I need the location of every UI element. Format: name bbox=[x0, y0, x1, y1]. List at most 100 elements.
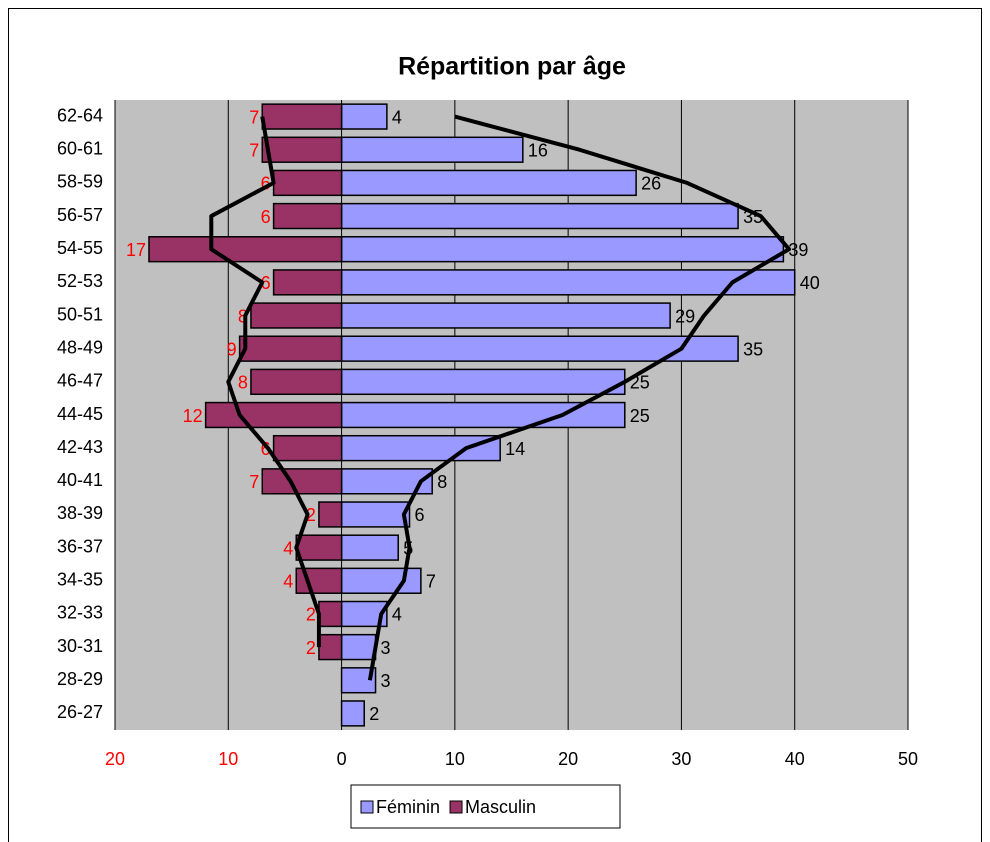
y-tick-label: 46-47 bbox=[57, 371, 103, 391]
data-label: 26 bbox=[641, 174, 661, 194]
data-label: 9 bbox=[227, 339, 237, 359]
data-label: 4 bbox=[392, 605, 402, 625]
bar bbox=[148, 236, 343, 263]
y-tick-label: 30-31 bbox=[57, 636, 103, 656]
y-tick-label: 28-29 bbox=[57, 669, 103, 689]
x-tick-label: 30 bbox=[671, 749, 691, 769]
bar bbox=[340, 700, 365, 727]
data-label: 39 bbox=[788, 240, 808, 260]
bar bbox=[238, 335, 343, 362]
data-label: 2 bbox=[306, 505, 316, 525]
data-label: 4 bbox=[392, 107, 402, 127]
bar bbox=[340, 236, 785, 263]
y-tick-label: 62-64 bbox=[57, 105, 103, 125]
y-tick-label: 32-33 bbox=[57, 603, 103, 623]
legend-swatch bbox=[360, 800, 374, 814]
data-label: 14 bbox=[505, 439, 525, 459]
chart-title: Répartition par âge bbox=[398, 53, 626, 81]
data-label: 6 bbox=[261, 174, 271, 194]
bar bbox=[340, 302, 671, 329]
data-label: 2 bbox=[306, 605, 316, 625]
y-tick-label: 60-61 bbox=[57, 138, 103, 158]
x-tick-label: 0 bbox=[337, 749, 347, 769]
bar bbox=[318, 501, 343, 528]
data-label: 16 bbox=[528, 140, 548, 160]
chart-frame bbox=[8, 8, 982, 842]
x-tick-label: 10 bbox=[445, 749, 465, 769]
data-label: 8 bbox=[238, 306, 248, 326]
bar bbox=[340, 534, 399, 561]
bar bbox=[340, 169, 637, 197]
y-tick-label: 36-37 bbox=[57, 536, 103, 556]
data-label: 7 bbox=[426, 572, 436, 592]
bar bbox=[272, 434, 343, 462]
y-tick-label: 58-59 bbox=[57, 172, 103, 192]
bar bbox=[204, 401, 343, 429]
data-label: 6 bbox=[415, 505, 425, 525]
bar bbox=[340, 136, 524, 163]
data-label: 2 bbox=[306, 638, 316, 658]
legend-label: Masculin bbox=[465, 797, 536, 817]
x-tick-label: 20 bbox=[558, 749, 578, 769]
bar bbox=[340, 501, 411, 528]
data-label: 7 bbox=[249, 140, 259, 160]
bar bbox=[340, 633, 377, 661]
bar bbox=[318, 633, 343, 661]
bar bbox=[272, 202, 343, 230]
data-label: 7 bbox=[249, 107, 259, 127]
data-label: 4 bbox=[283, 538, 293, 558]
x-tick-label: 40 bbox=[785, 749, 805, 769]
data-label: 12 bbox=[183, 406, 203, 426]
y-tick-label: 40-41 bbox=[57, 470, 103, 490]
x-tick-label: 10 bbox=[218, 749, 238, 769]
data-label: 7 bbox=[249, 472, 259, 492]
y-tick-label: 56-57 bbox=[57, 205, 103, 225]
data-label: 29 bbox=[675, 306, 695, 326]
bar bbox=[340, 202, 739, 230]
y-tick-label: 48-49 bbox=[57, 337, 103, 357]
data-label: 3 bbox=[381, 638, 391, 658]
data-label: 6 bbox=[261, 207, 271, 227]
data-label: 17 bbox=[126, 240, 146, 260]
data-label: 3 bbox=[381, 671, 391, 691]
data-label: 6 bbox=[261, 439, 271, 459]
y-tick-label: 42-43 bbox=[57, 437, 103, 457]
y-tick-label: 38-39 bbox=[57, 503, 103, 523]
data-label: 8 bbox=[238, 373, 248, 393]
bar bbox=[261, 468, 343, 495]
data-label: 2 bbox=[369, 704, 379, 724]
legend-swatch bbox=[449, 800, 463, 814]
data-label: 35 bbox=[743, 339, 763, 359]
data-label: 6 bbox=[261, 273, 271, 293]
y-tick-label: 50-51 bbox=[57, 304, 103, 324]
y-tick-label: 54-55 bbox=[57, 238, 103, 258]
data-label: 4 bbox=[283, 572, 293, 592]
data-label: 25 bbox=[630, 406, 650, 426]
y-tick-label: 52-53 bbox=[57, 271, 103, 291]
bar bbox=[340, 434, 501, 462]
bar bbox=[250, 302, 343, 329]
y-tick-label: 44-45 bbox=[57, 404, 103, 424]
bar bbox=[340, 567, 422, 594]
bar bbox=[272, 169, 343, 197]
x-tick-label: 20 bbox=[105, 749, 125, 769]
x-tick-label: 50 bbox=[898, 749, 918, 769]
legend-label: Féminin bbox=[376, 797, 440, 817]
bar bbox=[318, 600, 343, 628]
bar bbox=[250, 368, 343, 396]
trend-line bbox=[209, 116, 321, 648]
bar bbox=[340, 103, 388, 130]
bar bbox=[340, 335, 739, 362]
legend-box bbox=[350, 784, 621, 829]
bar bbox=[261, 136, 343, 163]
data-label: 8 bbox=[437, 472, 447, 492]
y-tick-label: 34-35 bbox=[57, 570, 103, 590]
bar bbox=[340, 269, 796, 296]
data-label: 40 bbox=[800, 273, 820, 293]
bar bbox=[295, 534, 343, 561]
y-tick-label: 26-27 bbox=[57, 702, 103, 722]
bar bbox=[261, 103, 343, 130]
bar bbox=[272, 269, 343, 296]
bar bbox=[340, 368, 626, 396]
